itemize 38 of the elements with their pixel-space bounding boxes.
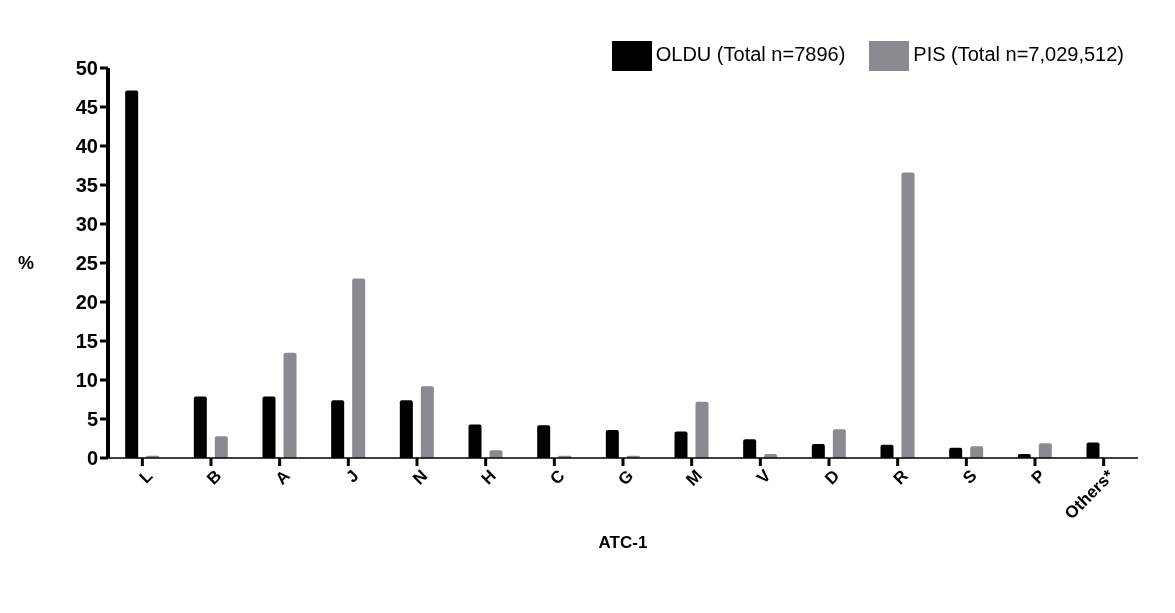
- x-tick-label: S: [959, 466, 981, 488]
- bar: [420, 386, 434, 458]
- x-tick-label: M: [682, 466, 706, 490]
- legend-label: PIS (Total n=7,029,512): [913, 43, 1124, 66]
- x-tick-label: G: [614, 466, 638, 490]
- y-tick-label: 35: [75, 174, 98, 197]
- bar: [901, 172, 915, 458]
- y-tick-label: 0: [86, 447, 98, 470]
- bar: [1038, 443, 1052, 458]
- x-tick-label: L: [135, 466, 157, 487]
- bar: [352, 278, 366, 458]
- x-tick-label: P: [1027, 466, 1050, 488]
- y-tick-label: 50: [75, 57, 98, 80]
- y-tick-label: 45: [75, 96, 98, 119]
- y-tick-label: 40: [75, 135, 98, 158]
- bar: [695, 401, 709, 458]
- y-tick-label: 10: [75, 369, 98, 392]
- y-tick-label: 25: [75, 252, 98, 275]
- bar: [214, 436, 228, 458]
- legend-label: OLDU (Total n=7896): [655, 43, 846, 66]
- x-tick-label: R: [889, 466, 912, 489]
- y-tick-label: 30: [75, 213, 98, 236]
- bar: [970, 446, 984, 458]
- x-tick-label: H: [477, 466, 500, 489]
- x-tick-label: N: [409, 466, 432, 489]
- y-tick-label: 5: [86, 408, 98, 431]
- bar: [283, 352, 297, 458]
- x-tick-label: A: [271, 466, 294, 489]
- y-axis-title: %: [18, 253, 35, 274]
- x-tick-label: C: [546, 466, 569, 489]
- y-tick-label: 20: [75, 291, 98, 314]
- x-tick-label: V: [753, 465, 775, 488]
- x-tick-label: B: [203, 466, 226, 489]
- y-tick-label: 15: [75, 330, 98, 353]
- x-tick-label: D: [821, 466, 844, 489]
- bar: [832, 429, 846, 458]
- x-tick-label: J: [342, 466, 363, 487]
- x-axis-title: ATC-1: [598, 533, 648, 552]
